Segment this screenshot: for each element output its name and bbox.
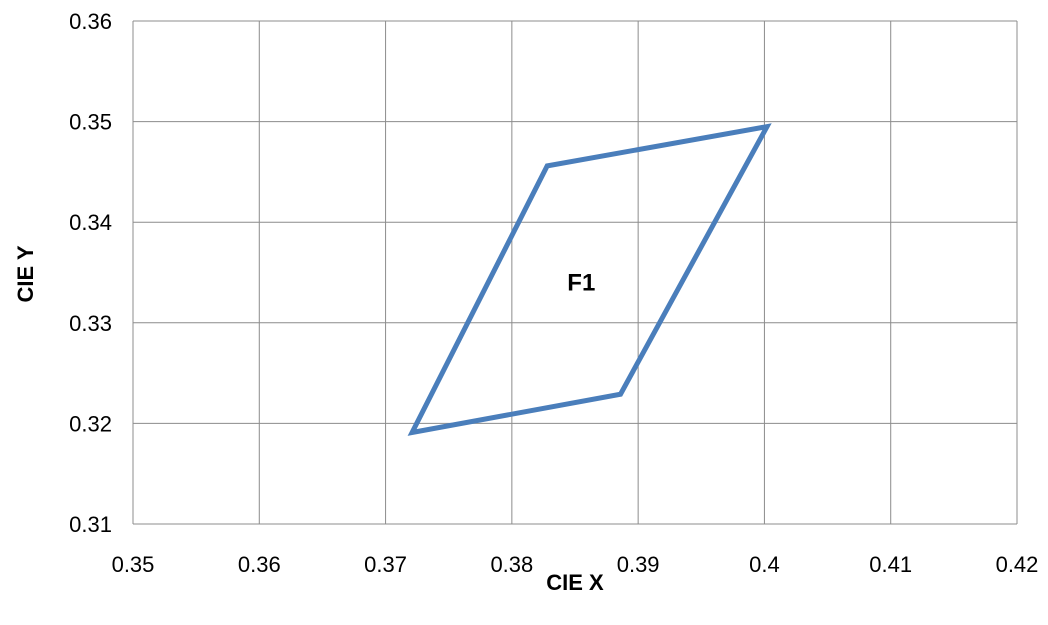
x-tick-label: 0.4 <box>749 552 780 577</box>
x-tick-label: 0.37 <box>364 552 407 577</box>
x-tick-label: 0.41 <box>869 552 912 577</box>
y-tick-label: 0.33 <box>69 311 112 336</box>
y-tick-label: 0.34 <box>69 210 112 235</box>
y-tick-label: 0.32 <box>69 411 112 436</box>
x-tick-label: 0.42 <box>996 552 1039 577</box>
gridlines <box>132 20 1018 525</box>
annotations: F1 <box>567 270 595 297</box>
y-tick-label: 0.31 <box>69 512 112 537</box>
y-tick-label: 0.35 <box>69 110 112 135</box>
series-layer <box>407 123 772 436</box>
y-axis-title: CIE Y <box>13 245 38 302</box>
x-tick-label: 0.36 <box>238 552 281 577</box>
x-tick-label: 0.38 <box>490 552 533 577</box>
annotation-label: F1 <box>567 270 595 297</box>
x-axis-title: CIE X <box>546 570 604 595</box>
x-tick-label: 0.39 <box>617 552 660 577</box>
x-tick-label: 0.35 <box>112 552 155 577</box>
tick-labels: 0.35 0.36 0.37 0.38 0.39 0.4 0.41 0.42 0.31 0.32 0… <box>69 9 1038 577</box>
y-tick-label: 0.36 <box>69 9 112 34</box>
